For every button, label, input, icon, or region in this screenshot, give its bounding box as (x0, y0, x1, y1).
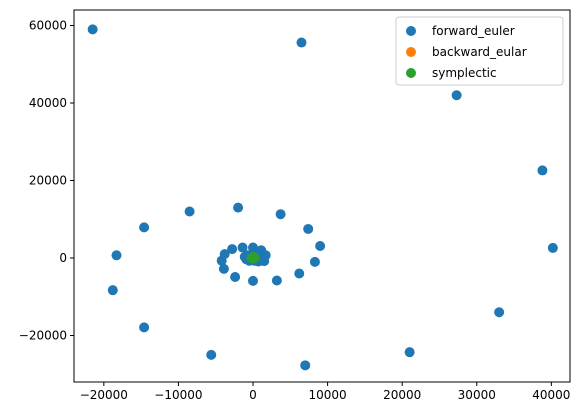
data-point (185, 207, 195, 217)
legend-label: forward_euler (432, 24, 515, 38)
data-point (296, 38, 306, 48)
x-tick-label: −20000 (80, 388, 128, 402)
x-tick-label: −10000 (154, 388, 202, 402)
x-tick-label: 20000 (383, 388, 421, 402)
data-point (248, 276, 258, 286)
data-point (276, 209, 286, 219)
x-axis: −20000 −10000 0 10000 20000 30000 40000 (80, 382, 571, 402)
data-point (294, 269, 304, 279)
data-point (272, 275, 282, 285)
data-point (494, 307, 504, 317)
data-point (452, 90, 462, 100)
x-tick-label: 40000 (532, 388, 570, 402)
y-tick-label: 0 (59, 251, 67, 265)
y-tick-label: −20000 (19, 329, 67, 343)
legend-marker (406, 68, 416, 78)
data-point (537, 165, 547, 175)
legend-label: symplectic (432, 66, 497, 80)
data-point (139, 322, 149, 332)
x-tick-label: 10000 (309, 388, 347, 402)
y-tick-label: 40000 (29, 96, 67, 110)
data-point (112, 250, 122, 260)
x-tick-label: 0 (249, 388, 257, 402)
legend-marker (406, 47, 416, 57)
y-tick-label: 20000 (29, 174, 67, 188)
legend: forward_euler backward_eular symplectic (396, 17, 563, 85)
y-axis: −20000 0 20000 40000 60000 (19, 19, 74, 343)
data-point (548, 243, 558, 253)
data-point (310, 257, 320, 267)
data-point (315, 241, 325, 251)
data-point (300, 360, 310, 370)
data-point (303, 224, 313, 234)
data-point (405, 347, 415, 357)
x-tick-label: 30000 (458, 388, 496, 402)
data-point (233, 203, 243, 213)
data-point (206, 350, 216, 360)
y-tick-label: 60000 (29, 19, 67, 33)
legend-label: backward_eular (432, 45, 527, 59)
data-point (248, 252, 258, 262)
data-point (88, 24, 98, 34)
data-point (230, 272, 240, 282)
data-point (139, 222, 149, 232)
legend-marker (406, 26, 416, 36)
data-point (227, 244, 237, 254)
data-point (108, 285, 118, 295)
